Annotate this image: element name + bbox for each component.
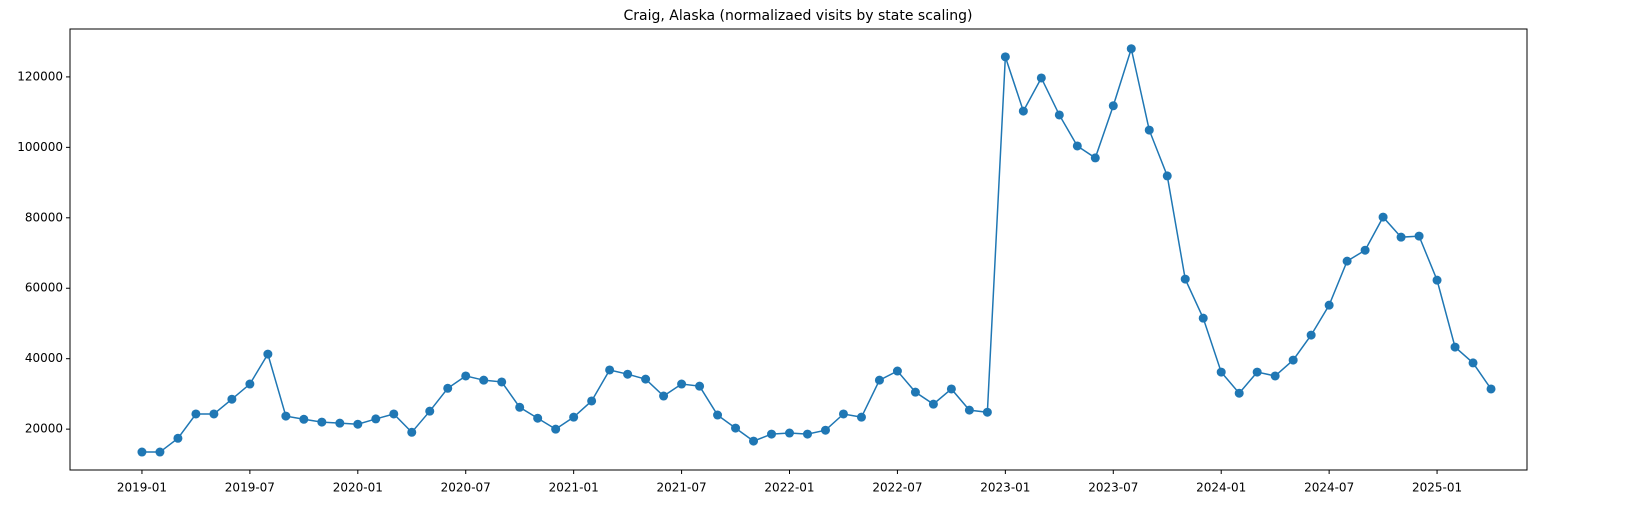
marker — [497, 377, 507, 387]
marker — [155, 447, 165, 457]
marker — [1288, 355, 1298, 365]
marker — [749, 436, 759, 446]
marker — [731, 423, 741, 433]
marker — [892, 366, 902, 376]
y-tick-label: 120000 — [17, 69, 63, 83]
marker — [443, 383, 453, 393]
marker — [425, 406, 435, 416]
marker — [209, 409, 219, 419]
marker — [838, 409, 848, 419]
marker — [623, 369, 633, 379]
marker — [1396, 232, 1406, 242]
marker — [695, 381, 705, 391]
marker — [1360, 245, 1370, 255]
x-tick-label: 2022-07 — [872, 481, 922, 495]
marker — [820, 425, 830, 435]
marker — [1072, 141, 1082, 151]
marker — [1090, 153, 1100, 163]
marker — [713, 410, 723, 420]
marker — [874, 375, 884, 385]
marker — [515, 402, 525, 412]
marker — [928, 399, 938, 409]
marker — [263, 349, 273, 359]
marker — [659, 391, 669, 401]
marker — [1180, 274, 1190, 284]
marker — [1342, 256, 1352, 266]
marker — [587, 396, 597, 406]
marker — [641, 374, 651, 384]
marker — [137, 447, 147, 457]
marker — [299, 414, 309, 424]
marker — [335, 418, 345, 428]
marker — [1432, 275, 1442, 285]
marker — [1000, 52, 1010, 62]
marker — [1054, 110, 1064, 120]
marker — [1252, 367, 1262, 377]
marker — [1108, 101, 1118, 111]
y-tick-label: 60000 — [25, 281, 63, 295]
line — [141, 45, 1492, 453]
x-tick-label: 2019-01 — [117, 481, 167, 495]
marker — [227, 394, 237, 404]
marker — [1036, 73, 1046, 83]
marker — [317, 417, 327, 427]
marker — [1378, 212, 1388, 222]
x-tick-label: 2025-01 — [1412, 481, 1462, 495]
chart-title: Craig, Alaska (normalizaed visits by sta… — [623, 8, 972, 24]
x-tick-label: 2022-01 — [764, 481, 814, 495]
x-tick-label: 2020-01 — [333, 481, 383, 495]
marker — [767, 429, 777, 439]
marker — [785, 428, 795, 438]
marker — [1018, 106, 1028, 116]
marker — [982, 407, 992, 417]
x-tick-label: 2020-07 — [441, 481, 491, 495]
marker — [802, 429, 812, 439]
marker — [1270, 371, 1280, 381]
x-tick-label: 2021-07 — [657, 481, 707, 495]
marker — [1306, 330, 1316, 340]
marker — [1486, 384, 1496, 394]
marker — [281, 411, 291, 421]
x-tick-label: 2021-01 — [549, 481, 599, 495]
marker — [677, 379, 687, 389]
marker — [245, 379, 255, 389]
marker — [1198, 313, 1208, 323]
marker — [551, 424, 561, 434]
marker — [1324, 300, 1334, 310]
marker — [191, 409, 201, 419]
marker — [533, 413, 543, 423]
marker — [1234, 388, 1244, 398]
marker — [1216, 367, 1226, 377]
x-tick-label: 2019-07 — [225, 481, 275, 495]
x-tick-label: 2023-07 — [1088, 481, 1138, 495]
x-tick-label: 2024-07 — [1304, 481, 1354, 495]
marker — [1162, 171, 1172, 181]
marker — [479, 375, 489, 385]
marker — [856, 412, 866, 422]
plot-frame — [69, 28, 1528, 471]
marker — [569, 412, 579, 422]
marker — [946, 384, 956, 394]
marker — [407, 427, 417, 437]
marker — [964, 405, 974, 415]
marker — [1144, 125, 1154, 135]
marker — [1468, 358, 1478, 368]
marker — [910, 387, 920, 397]
y-tick-label: 20000 — [25, 422, 63, 436]
marker — [605, 365, 615, 375]
marker — [173, 433, 183, 443]
marker — [353, 419, 363, 429]
marker — [1450, 342, 1460, 352]
marker — [461, 371, 471, 381]
marker — [1126, 44, 1136, 54]
marker — [371, 414, 381, 424]
x-tick-label: 2024-01 — [1196, 481, 1246, 495]
y-tick-label: 100000 — [17, 140, 63, 154]
y-tick-label: 40000 — [25, 351, 63, 365]
y-tick-label: 80000 — [25, 210, 63, 224]
x-tick-label: 2023-01 — [980, 481, 1030, 495]
marker — [389, 409, 399, 419]
marker — [1414, 231, 1424, 241]
